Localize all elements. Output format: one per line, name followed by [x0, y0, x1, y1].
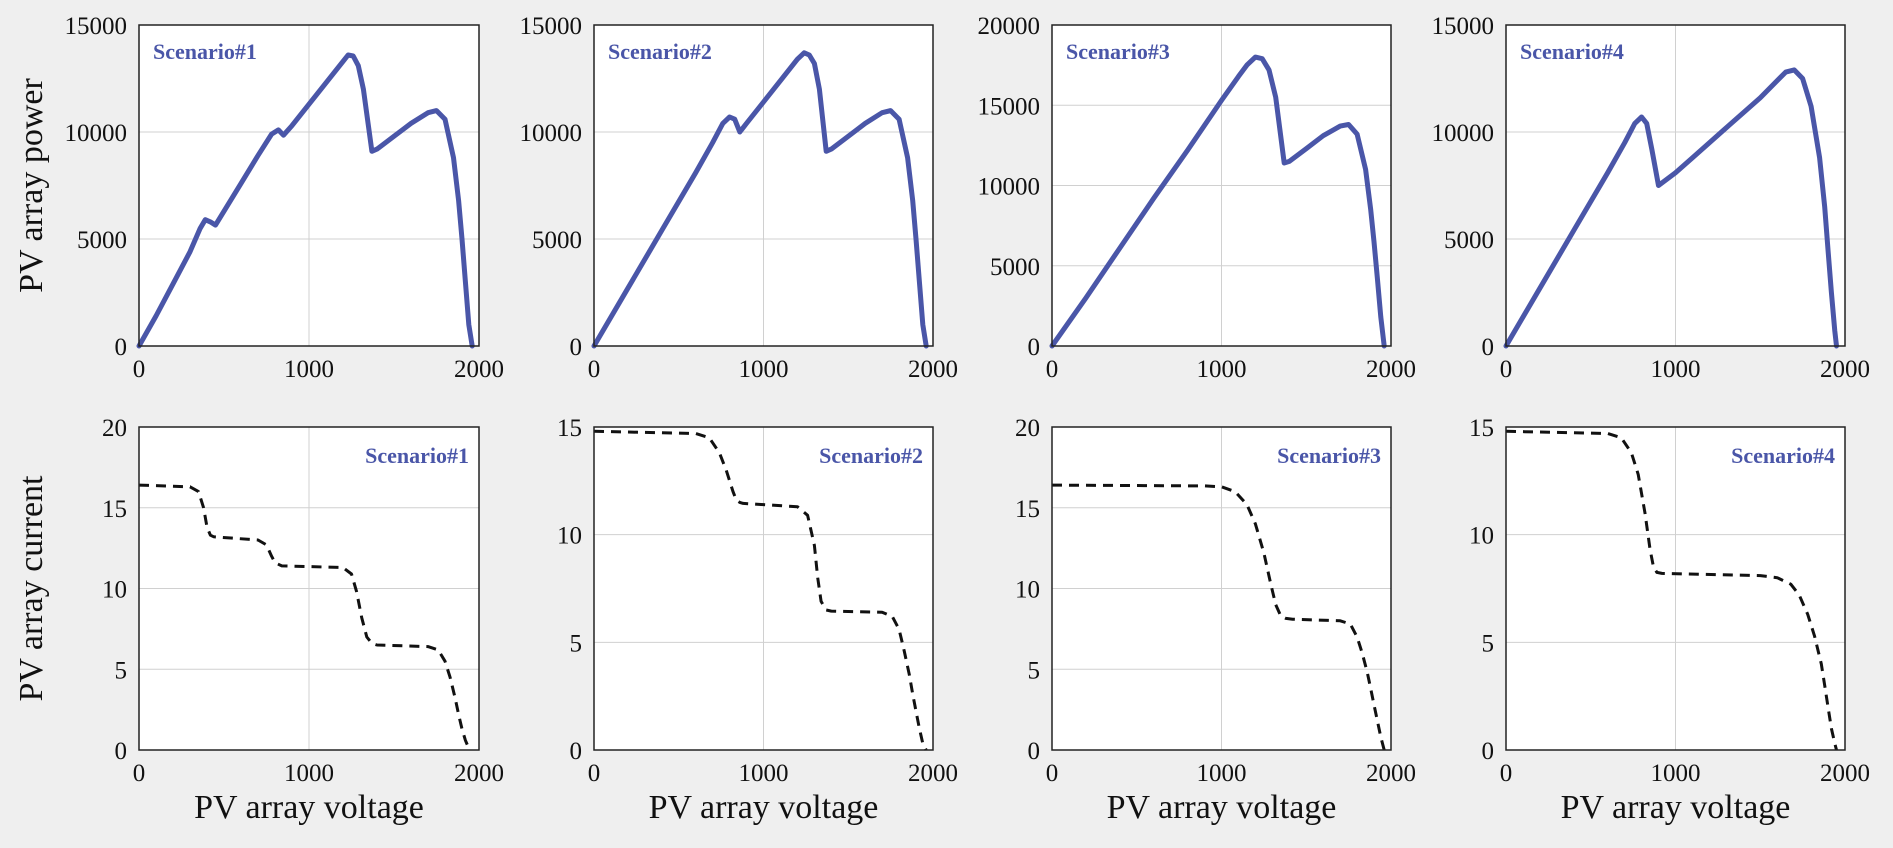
y-tick-label: 15: [557, 415, 582, 442]
axes-frame: [1051, 426, 1392, 751]
y-tick-label: 0: [115, 738, 128, 765]
y-tick-label: 10000: [65, 120, 128, 147]
axes-frame: [1505, 24, 1846, 347]
y-tick-label: 0: [1028, 334, 1041, 361]
chart-panel-4: 0 1000 2000 0 5000 10000 15000 Scenario#4: [1432, 13, 1871, 383]
x-tick-label: 1000: [1651, 356, 1701, 383]
axes-frame: [1051, 24, 1392, 347]
y-tick-label: 5: [115, 657, 128, 684]
x-axis-title: PV array voltage: [194, 789, 424, 826]
y-tick-label: 10: [557, 523, 582, 550]
series-line-1: [1503, 67, 1839, 349]
chart-panel-8: 0 1000 2000 0 5 10 15 Scenario#4 PV array voltag…: [1469, 415, 1870, 826]
y-tick-label: 5000: [1444, 227, 1494, 254]
x-tick-label: 2000: [908, 760, 958, 787]
y-tick-label: 15000: [520, 13, 583, 40]
y-axis-title: PV array power: [13, 78, 50, 293]
y-tick-label: 5: [570, 630, 583, 657]
series-line-1: [1049, 54, 1387, 349]
y-tick-label: 5000: [77, 227, 127, 254]
chart-panel-7: 0 1000 2000 0 5 10 15 20 Scenario#3 PV array volt…: [1015, 415, 1416, 826]
x-tick-label: 1000: [1197, 760, 1247, 787]
x-tick-label: 1000: [1651, 760, 1701, 787]
y-tick-label: 10: [102, 577, 127, 604]
y-tick-label: 15000: [65, 13, 128, 40]
x-tick-label: 0: [133, 760, 146, 787]
y-tick-label: 0: [115, 334, 128, 361]
series-line-1: [138, 483, 472, 752]
y-tick-label: 0: [570, 738, 583, 765]
chart-panel-6: 0 1000 2000 0 5 10 15 Scenario#2 PV array voltag…: [557, 415, 958, 826]
y-tick-label: 0: [1028, 738, 1041, 765]
chart-panel-2: 0 1000 2000 0 5000 10000 15000 Scenario#2: [520, 13, 959, 383]
series-line-1: [1505, 429, 1838, 751]
x-tick-label: 1000: [284, 356, 334, 383]
x-axis-title: PV array voltage: [1561, 789, 1791, 826]
y-tick-label: 5: [1482, 630, 1495, 657]
x-tick-label: 2000: [1366, 760, 1416, 787]
x-tick-label: 2000: [908, 356, 958, 383]
x-tick-label: 2000: [454, 760, 504, 787]
y-tick-label: 5000: [532, 227, 582, 254]
y-tick-label: 0: [570, 334, 583, 361]
scenario-label: Scenario#1: [365, 443, 469, 468]
y-tick-label: 10000: [978, 174, 1041, 201]
y-tick-label: 20: [102, 415, 127, 442]
x-tick-label: 0: [588, 760, 601, 787]
x-tick-label: 0: [1046, 356, 1059, 383]
series-line-1: [591, 50, 929, 349]
x-tick-label: 2000: [1820, 356, 1870, 383]
y-tick-label: 0: [1482, 738, 1495, 765]
y-tick-label: 20: [1015, 415, 1040, 442]
series-line-1: [136, 52, 475, 349]
scenario-label: Scenario#4: [1731, 443, 1835, 468]
x-tick-label: 1000: [1197, 356, 1247, 383]
y-axis-title: PV array current: [13, 475, 50, 702]
x-tick-label: 0: [1500, 760, 1513, 787]
x-tick-label: 1000: [739, 356, 789, 383]
y-tick-label: 10000: [1432, 120, 1495, 147]
x-tick-label: 1000: [284, 760, 334, 787]
axes-frame: [138, 24, 480, 347]
y-tick-label: 10: [1469, 523, 1494, 550]
scenario-label: Scenario#3: [1277, 443, 1381, 468]
x-tick-label: 0: [1500, 356, 1513, 383]
chart-panel-5: 0 1000 2000 0 5 10 15 20 Scenario#1 PV array volt…: [13, 415, 504, 826]
x-tick-label: 0: [133, 356, 146, 383]
scenario-label: Scenario#3: [1066, 39, 1170, 64]
scenario-label: Scenario#1: [153, 39, 257, 64]
x-tick-label: 1000: [739, 760, 789, 787]
scenario-label: Scenario#2: [608, 39, 712, 64]
x-tick-label: 2000: [1366, 356, 1416, 383]
y-tick-label: 0: [1482, 334, 1495, 361]
scenario-label: Scenario#4: [1520, 39, 1624, 64]
axes-frame: [593, 426, 934, 751]
y-tick-label: 5000: [990, 254, 1040, 281]
y-tick-label: 10: [1015, 577, 1040, 604]
y-tick-label: 10000: [520, 120, 583, 147]
y-tick-label: 15: [1015, 496, 1040, 523]
axes-frame: [1505, 426, 1846, 751]
chart-panel-1: 0 1000 2000 0 5000 10000 15000 Scenario#1 PV arr…: [13, 13, 504, 383]
y-tick-label: 5: [1028, 657, 1041, 684]
y-tick-label: 15000: [978, 93, 1041, 120]
axes-frame: [138, 426, 480, 751]
axes-frame: [593, 24, 934, 347]
series-line-1: [593, 429, 928, 751]
x-tick-label: 2000: [454, 356, 504, 383]
y-tick-label: 15: [1469, 415, 1494, 442]
series-line-1: [1051, 483, 1386, 751]
y-tick-label: 20000: [978, 13, 1041, 40]
x-tick-label: 0: [588, 356, 601, 383]
x-tick-label: 2000: [1820, 760, 1870, 787]
y-tick-label: 15000: [1432, 13, 1495, 40]
y-tick-label: 15: [102, 496, 127, 523]
x-axis-title: PV array voltage: [1107, 789, 1337, 826]
scenario-label: Scenario#2: [819, 443, 923, 468]
x-axis-title: PV array voltage: [649, 789, 879, 826]
x-tick-label: 0: [1046, 760, 1059, 787]
